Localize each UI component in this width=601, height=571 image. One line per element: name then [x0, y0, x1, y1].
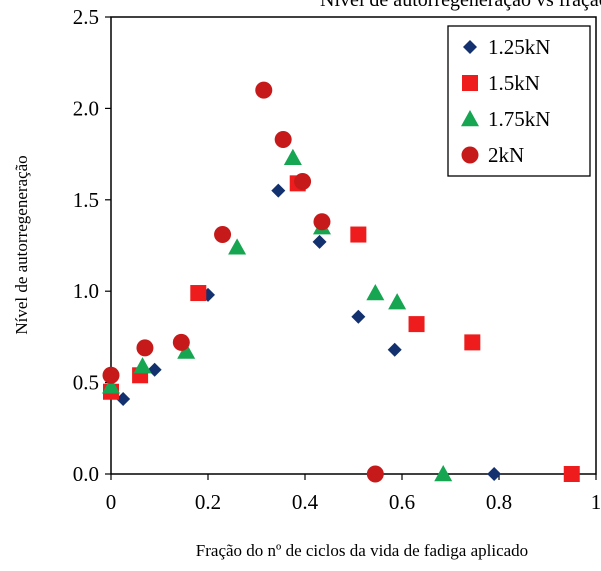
y-tick-label: 2.0	[73, 96, 99, 120]
point-1-25kN	[351, 309, 366, 324]
point-1-25kN	[487, 467, 502, 481]
point-1-75kN	[434, 465, 453, 482]
point-2kN	[136, 339, 154, 357]
point-1-75kN	[177, 342, 196, 359]
y-tick-label: 0.5	[73, 371, 99, 395]
point-1-75kN	[283, 148, 302, 165]
legend-label: 1.25kN	[488, 35, 550, 59]
point-1-5kN	[190, 285, 207, 302]
point-2kN	[102, 366, 120, 384]
y-tick-label: 1.0	[73, 279, 99, 303]
x-tick-label: 0.6	[389, 490, 415, 514]
legend-label: 1.75kN	[488, 107, 550, 131]
y-tick-label: 0.0	[73, 462, 99, 486]
y-tick-label: 2.5	[73, 5, 99, 29]
point-2kN	[255, 81, 273, 99]
x-axis-title: Fração do nº de ciclos da vida de fadiga…	[196, 541, 528, 560]
point-1-75kN	[133, 357, 152, 374]
y-axis-title: Nível de autorregeneração	[12, 155, 31, 334]
legend-marker-1-5kN	[462, 75, 478, 91]
point-2kN	[274, 130, 292, 148]
x-tick-label: 0.2	[195, 490, 221, 514]
point-1-5kN	[350, 226, 367, 243]
point-2kN	[294, 173, 312, 191]
point-2kN	[214, 226, 232, 244]
point-1-5kN	[408, 316, 425, 333]
point-1-25kN	[116, 392, 131, 407]
point-1-75kN	[102, 377, 120, 394]
legend-label: 1.5kN	[488, 71, 540, 95]
x-tick-label: 0.4	[292, 490, 319, 514]
x-tick-label: 1	[591, 490, 601, 514]
point-2kN	[172, 333, 190, 351]
point-1-75kN	[366, 284, 385, 301]
point-1-75kN	[228, 238, 247, 255]
point-2kN	[366, 465, 384, 483]
point-1-5kN	[464, 334, 481, 351]
y-tick-label: 1.5	[73, 188, 99, 212]
point-1-5kN	[563, 466, 580, 482]
plot-area-frame	[110, 16, 597, 475]
legend-marker-1-75kN	[461, 110, 479, 127]
point-1-75kN	[388, 293, 407, 310]
point-2kN	[313, 213, 331, 231]
x-tick-label: 0.8	[486, 490, 512, 514]
x-tick-label: 0	[106, 490, 117, 514]
chart-title: Nível de autorregeneração vs fração da v…	[320, 0, 601, 11]
point-1-25kN	[312, 234, 327, 249]
point-1-25kN	[271, 183, 286, 198]
point-1-25kN	[147, 362, 162, 377]
legend-label: 2kN	[488, 143, 524, 167]
legend-marker-1-25kN	[463, 40, 477, 54]
point-1-25kN	[387, 342, 402, 357]
legend-marker-2kN	[461, 146, 479, 164]
